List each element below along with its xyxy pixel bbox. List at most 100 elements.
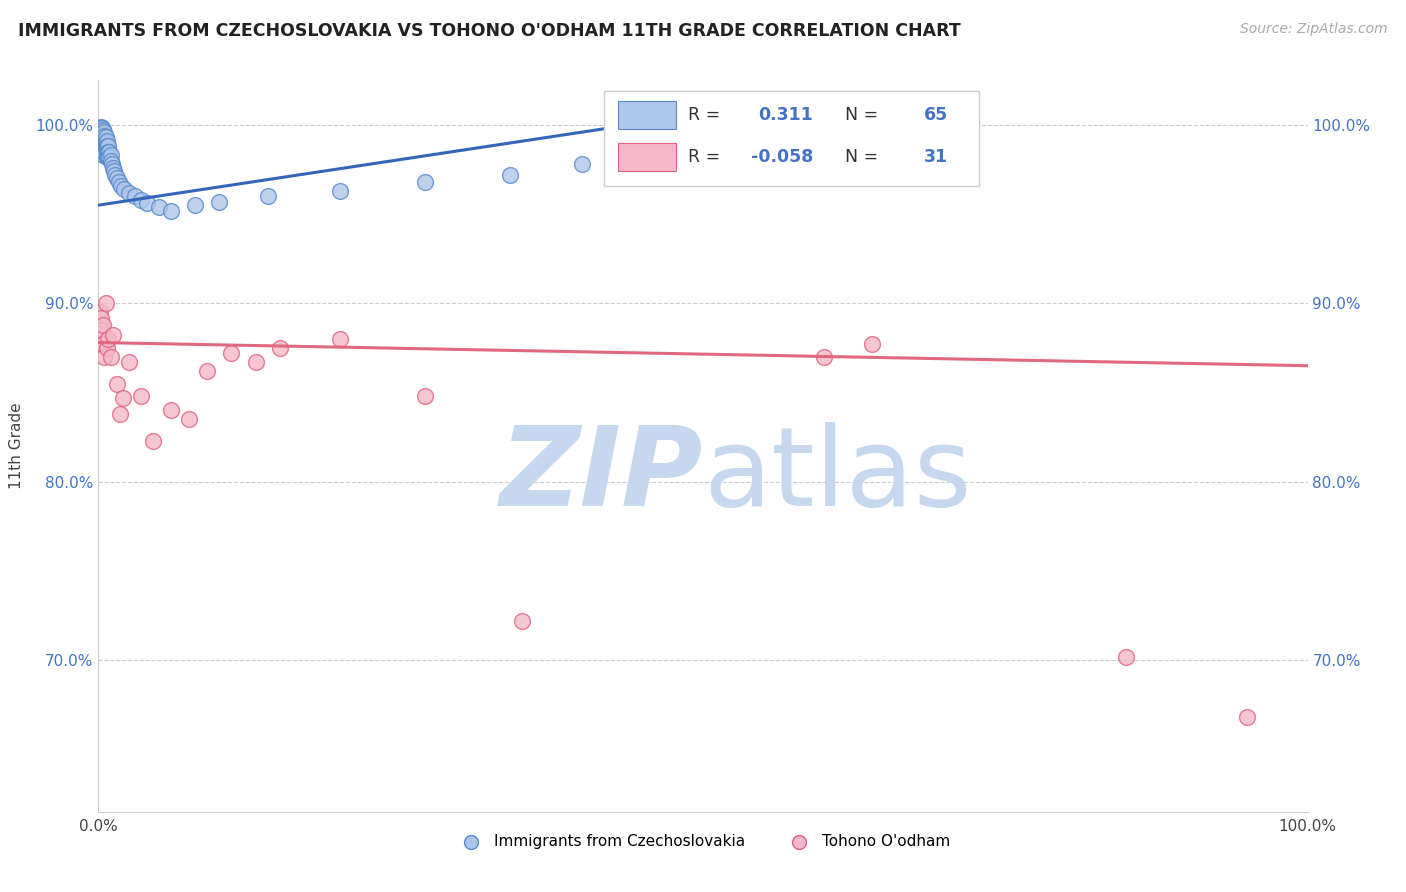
Point (1115, 649, 1137, 664)
Point (221, 346, 243, 360)
Point (105, 376, 128, 391)
Point (90, 123, 112, 137)
Y-axis label: 11th Grade: 11th Grade (10, 402, 24, 490)
Point (96, 341, 118, 355)
FancyBboxPatch shape (619, 144, 676, 171)
Point (93, 141, 115, 155)
Point (93, 137, 115, 152)
Point (160, 403, 183, 417)
Point (93, 128, 115, 143)
Text: ZIP: ZIP (499, 422, 703, 529)
Point (91, 127, 114, 141)
Point (91, 132, 114, 146)
Point (91, 125, 114, 139)
Point (1236, 710, 1258, 724)
FancyBboxPatch shape (619, 102, 676, 129)
Text: R =: R = (689, 148, 727, 166)
FancyBboxPatch shape (603, 91, 979, 186)
Point (97, 139, 120, 153)
Point (96, 139, 118, 153)
Point (91, 128, 114, 143)
Point (96, 150, 118, 164)
Point (93, 125, 115, 139)
Point (142, 434, 165, 448)
Point (89, 128, 111, 143)
Point (184, 198, 207, 212)
Point (90, 125, 112, 139)
Point (89, 121, 111, 136)
Point (91, 337, 114, 351)
Point (413, 175, 436, 189)
Point (91, 145, 114, 159)
Point (97, 145, 120, 159)
Point (91, 146, 114, 161)
Point (93, 350, 115, 364)
Point (93, 134, 115, 148)
Point (91, 323, 114, 337)
Point (101, 161, 124, 175)
Legend: Immigrants from Czechoslovakia, Tohono O'odham: Immigrants from Czechoslovakia, Tohono O… (450, 828, 956, 855)
Point (91, 318, 114, 332)
Point (129, 193, 152, 207)
Point (129, 389, 152, 403)
Point (860, 337, 883, 351)
Text: -0.058: -0.058 (751, 148, 814, 166)
Point (91, 121, 114, 136)
Point (100, 148, 122, 162)
Point (101, 328, 124, 343)
Text: Source: ZipAtlas.com: Source: ZipAtlas.com (1240, 22, 1388, 37)
Point (498, 168, 520, 182)
Point (100, 157, 122, 171)
Point (124, 189, 146, 203)
Point (91, 141, 114, 155)
Point (571, 157, 593, 171)
Point (813, 350, 835, 364)
Point (91, 134, 114, 148)
Point (118, 186, 141, 200)
Text: IMMIGRANTS FROM CZECHOSLOVAKIA VS TOHONO O'ODHAM 11TH GRADE CORRELATION CHART: IMMIGRANTS FROM CZECHOSLOVAKIA VS TOHONO… (18, 22, 962, 40)
Point (91, 130, 114, 145)
Point (118, 355, 141, 369)
Point (208, 194, 231, 209)
Point (413, 389, 436, 403)
Point (93, 145, 115, 159)
Point (91, 139, 114, 153)
Point (329, 184, 352, 198)
Text: atlas: atlas (703, 422, 972, 529)
Point (104, 168, 127, 182)
Point (91, 136, 114, 150)
Point (108, 407, 131, 421)
Point (89, 326, 111, 341)
Point (135, 196, 157, 211)
Point (91, 143, 114, 157)
Point (245, 355, 267, 369)
Text: R =: R = (689, 106, 727, 124)
Point (98, 150, 121, 164)
Point (98, 145, 121, 159)
Point (94, 141, 117, 155)
Point (108, 175, 131, 189)
Point (269, 341, 291, 355)
Point (105, 171, 128, 186)
Point (90, 128, 112, 143)
Point (100, 153, 122, 168)
Point (179, 412, 201, 426)
Point (103, 164, 125, 178)
Point (195, 364, 218, 378)
Point (510, 614, 533, 628)
Point (97, 332, 120, 346)
Point (94, 130, 117, 145)
Text: 31: 31 (924, 148, 949, 166)
Point (110, 178, 132, 193)
Point (90, 310, 112, 325)
Point (100, 350, 122, 364)
Point (96, 134, 118, 148)
Point (91, 137, 114, 152)
Point (94, 296, 117, 310)
Point (94, 136, 117, 150)
Point (90, 120, 112, 134)
Point (91, 123, 114, 137)
Point (256, 189, 278, 203)
Text: N =: N = (834, 106, 883, 124)
Point (111, 391, 134, 405)
